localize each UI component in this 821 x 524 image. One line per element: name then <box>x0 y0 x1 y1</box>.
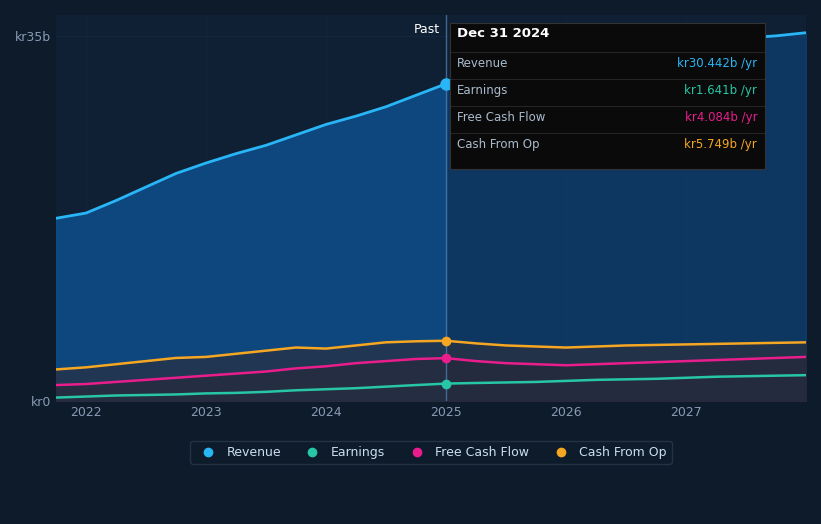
Text: kr30.442b /yr: kr30.442b /yr <box>677 58 757 70</box>
Text: kr5.749b /yr: kr5.749b /yr <box>685 138 757 151</box>
Text: kr1.641b /yr: kr1.641b /yr <box>685 84 757 97</box>
Text: Earnings: Earnings <box>457 84 509 97</box>
Text: Analysts Forecasts: Analysts Forecasts <box>452 24 568 36</box>
Legend: Revenue, Earnings, Free Cash Flow, Cash From Op: Revenue, Earnings, Free Cash Flow, Cash … <box>190 441 672 464</box>
Text: Dec 31 2024: Dec 31 2024 <box>457 27 549 40</box>
Text: Past: Past <box>414 24 440 36</box>
Text: Cash From Op: Cash From Op <box>457 138 539 151</box>
Text: Revenue: Revenue <box>457 58 509 70</box>
FancyBboxPatch shape <box>450 23 764 169</box>
Text: kr4.084b /yr: kr4.084b /yr <box>685 112 757 124</box>
Text: Free Cash Flow: Free Cash Flow <box>457 112 546 124</box>
